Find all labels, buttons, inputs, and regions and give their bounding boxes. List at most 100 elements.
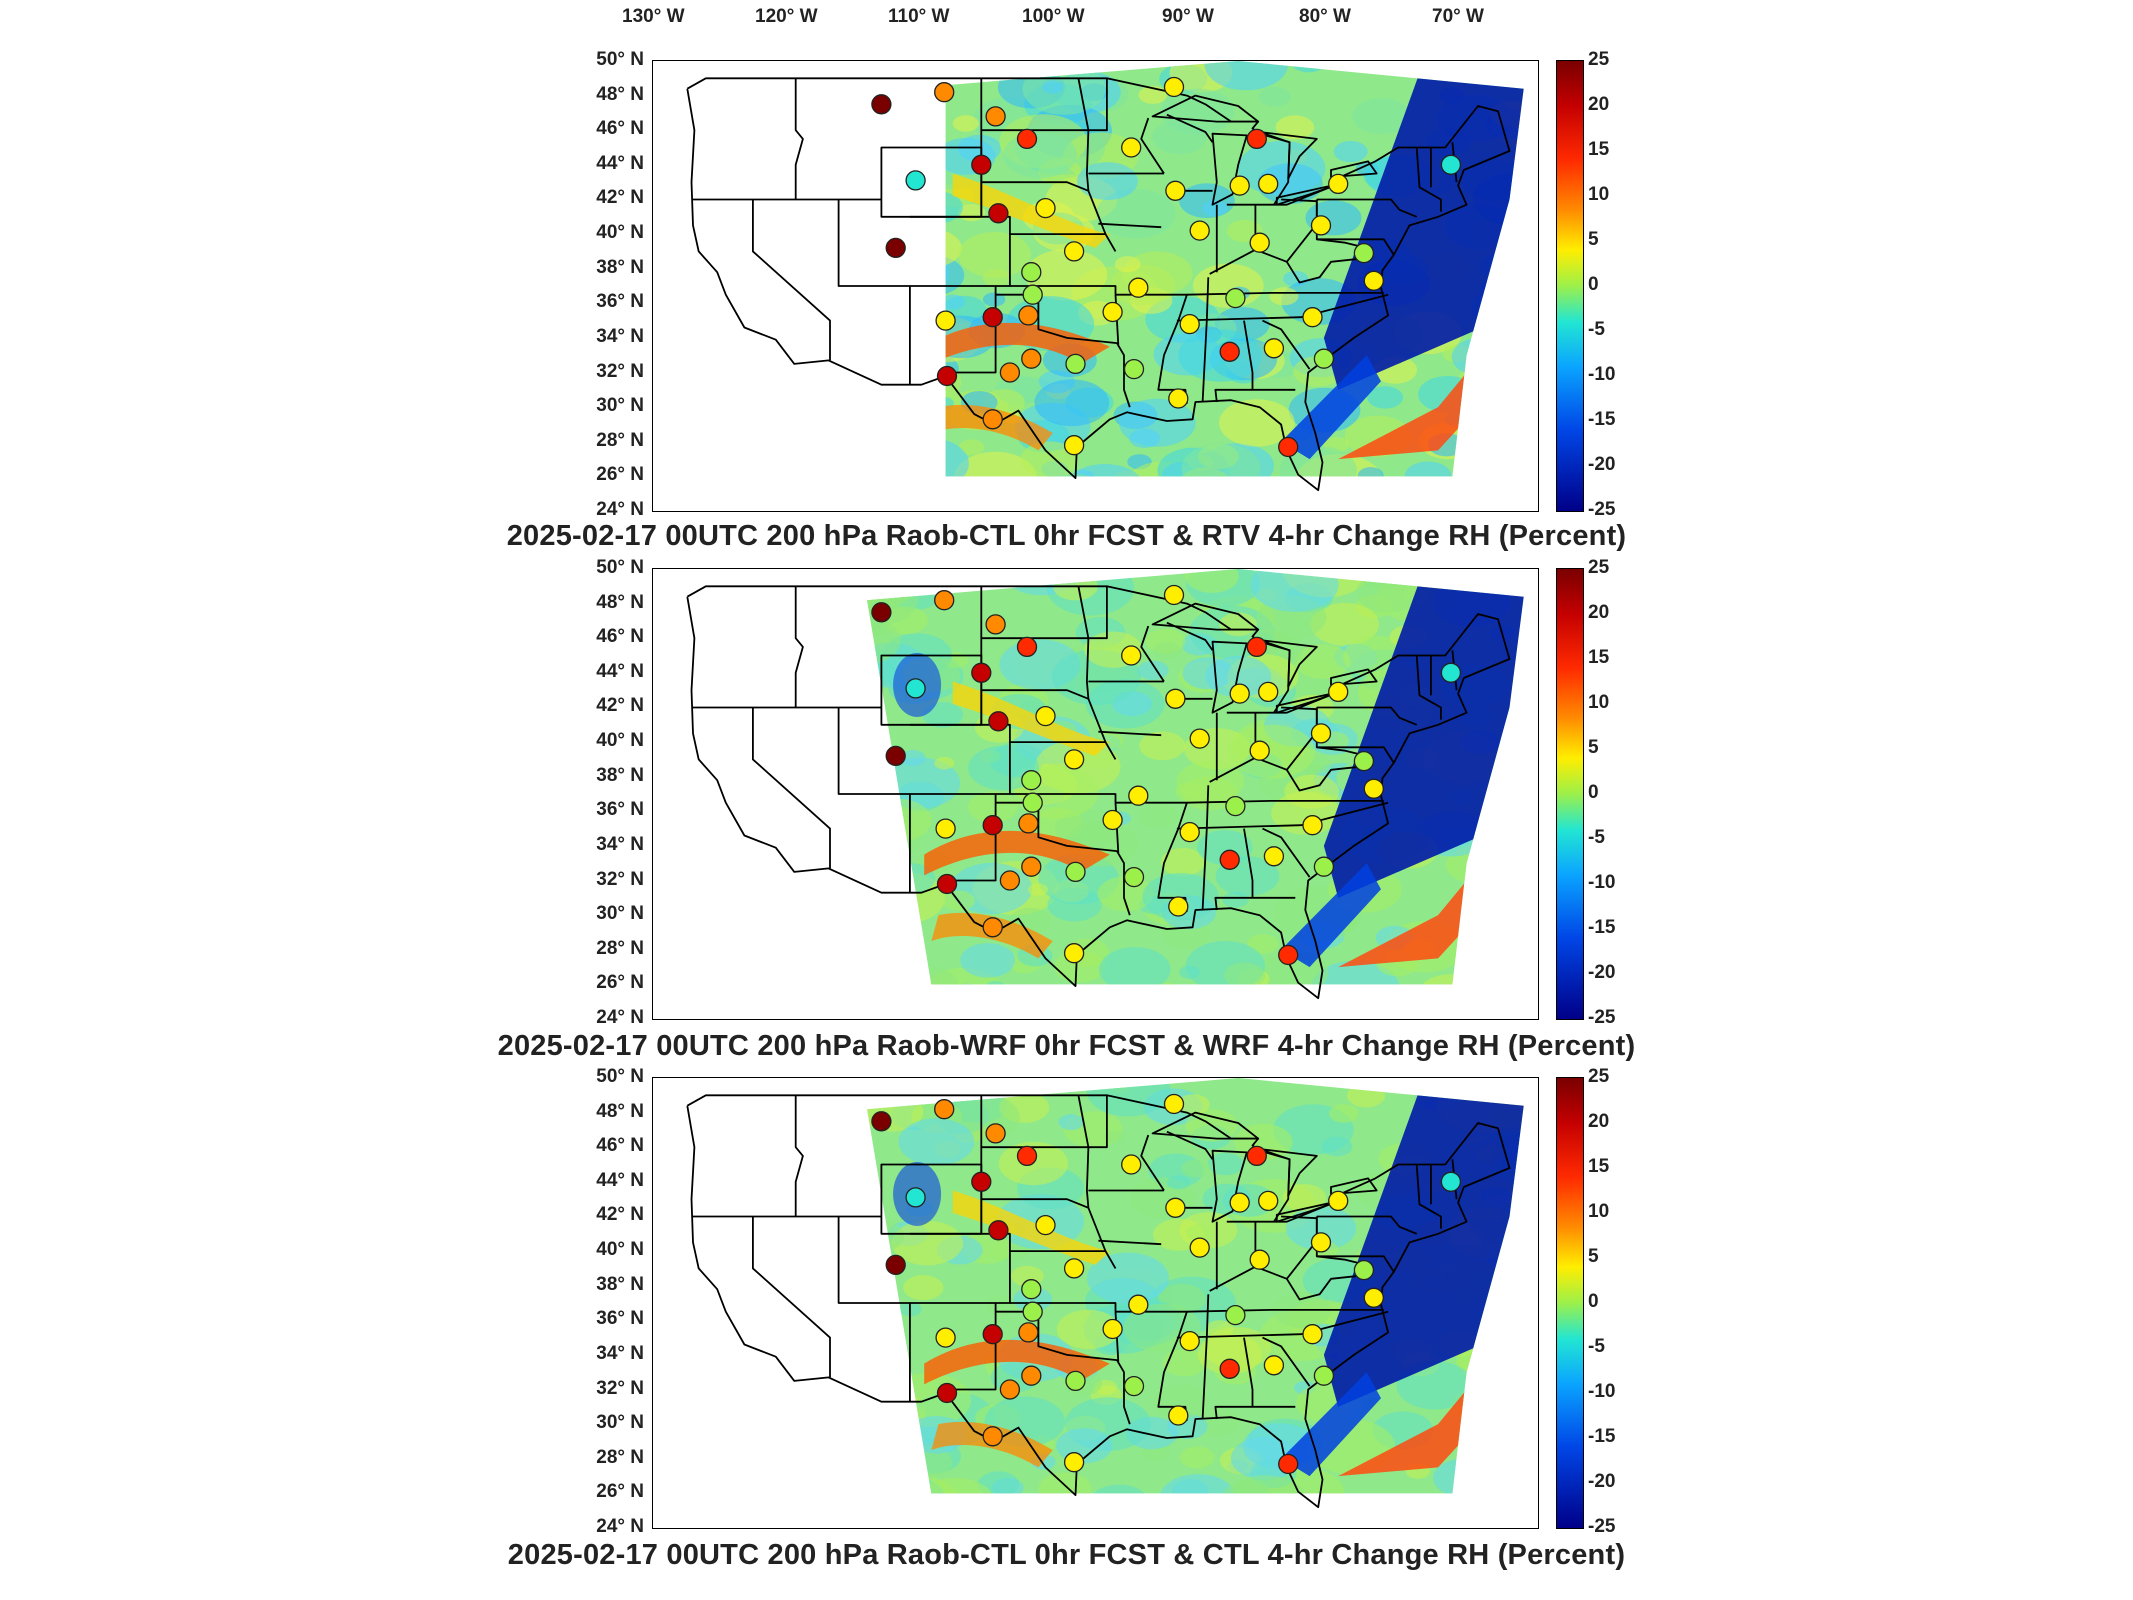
station-marker — [1302, 1324, 1323, 1345]
lat-label: 50° N — [596, 557, 644, 578]
station-marker — [1219, 849, 1240, 870]
lat-label: 40° N — [596, 730, 644, 752]
station-marker — [1278, 944, 1299, 966]
station-marker — [1121, 137, 1142, 158]
station-marker — [1179, 821, 1200, 843]
colorbar-tick: -10 — [1588, 1381, 1616, 1402]
lat-label: 26° N — [596, 1481, 644, 1503]
station-marker — [1189, 728, 1210, 749]
lat-label: 26° N — [596, 972, 644, 994]
station-marker — [1278, 436, 1299, 458]
lat-label: 32° N — [596, 868, 644, 890]
station-marker — [1313, 856, 1335, 877]
station-marker — [1179, 1330, 1200, 1352]
station-marker — [1123, 866, 1145, 888]
map-canvas — [686, 569, 1524, 1000]
station-marker — [1022, 1301, 1043, 1322]
station-marker — [1018, 305, 1039, 326]
colorbar-tick: -20 — [1588, 962, 1616, 983]
station-marker — [1313, 1365, 1335, 1386]
station-marker — [1121, 1154, 1142, 1175]
lat-label: 44° N — [596, 660, 644, 682]
map-wrf — [652, 568, 1539, 1020]
station-marker — [1128, 785, 1149, 806]
lat-label: 28° N — [596, 1446, 644, 1468]
station-marker — [1022, 792, 1043, 813]
station-marker — [1021, 1279, 1042, 1300]
station-marker — [885, 237, 906, 259]
station-marker — [985, 614, 1006, 635]
station-marker — [971, 1171, 992, 1192]
station-marker — [1035, 1214, 1056, 1236]
lon-label: 130° W — [622, 6, 685, 27]
station-marker — [971, 154, 992, 175]
lon-label: 110° W — [888, 6, 950, 27]
lat-label: 42° N — [596, 1204, 644, 1226]
colorbar-tick: 20 — [1588, 1111, 1610, 1132]
lat-label: 24° N — [596, 1007, 644, 1028]
station-marker — [1328, 173, 1349, 195]
lat-label: 30° N — [596, 1412, 644, 1434]
station-marker — [1063, 1452, 1085, 1473]
lat-label: 36° N — [596, 1308, 644, 1330]
station-marker — [1313, 348, 1335, 369]
map-rtv — [652, 60, 1539, 512]
colorbar-tick: 0 — [1588, 782, 1599, 803]
lon-label: 90° W — [1162, 6, 1214, 27]
colorbar — [1556, 1077, 1584, 1529]
lat-label: 28° N — [596, 429, 644, 451]
lat-label: 48° N — [596, 83, 644, 105]
station-marker — [1021, 770, 1042, 791]
station-marker — [1102, 809, 1123, 831]
station-marker — [985, 1123, 1006, 1144]
lon-label: 120° W — [755, 6, 818, 27]
station-marker — [982, 815, 1003, 836]
station-marker — [1249, 740, 1270, 761]
station-marker — [982, 1324, 1003, 1345]
lat-label: 50° N — [596, 49, 644, 70]
station-marker — [935, 818, 956, 839]
station-marker — [1165, 1197, 1186, 1218]
station-marker — [1016, 128, 1038, 150]
colorbar-tick: -25 — [1588, 499, 1616, 520]
station-marker — [1018, 1322, 1039, 1343]
lat-label: 46° N — [596, 1135, 644, 1157]
lat-label: 50° N — [596, 1066, 644, 1087]
lat-label: 24° N — [596, 499, 644, 520]
station-marker — [1021, 348, 1042, 369]
station-marker — [905, 170, 926, 191]
station-marker — [935, 310, 956, 331]
lat-label: 46° N — [596, 118, 644, 140]
station-marker — [985, 106, 1006, 127]
lat-label: 42° N — [596, 695, 644, 717]
lat-label: 30° N — [596, 395, 644, 417]
station-marker — [1035, 197, 1056, 219]
colorbar-tick: -25 — [1588, 1007, 1616, 1028]
station-marker — [1063, 943, 1085, 964]
station-marker — [988, 1220, 1009, 1241]
station-marker — [1229, 1192, 1250, 1213]
station-marker — [1258, 173, 1279, 195]
station-marker — [1310, 1232, 1332, 1253]
station-marker — [1258, 681, 1279, 703]
station-marker — [1258, 1190, 1279, 1212]
station-marker — [934, 590, 955, 611]
longitude-axis: 130° W 120° W 110° W 100° W 90° W 80° W … — [0, 6, 2133, 36]
panel-title: 2025-02-17 00UTC 200 hPa Raob-WRF 0hr FC… — [497, 1030, 1636, 1062]
colorbar-tick: 15 — [1588, 139, 1610, 160]
station-marker — [905, 678, 926, 699]
colorbar-tick: -10 — [1588, 364, 1616, 385]
station-marker — [1102, 301, 1123, 323]
station-marker — [1163, 76, 1185, 98]
station-marker — [1328, 681, 1349, 703]
lat-label: 24° N — [596, 1516, 644, 1537]
station-marker — [934, 82, 955, 103]
station-marker — [1363, 270, 1384, 291]
station-marker — [1310, 215, 1332, 236]
station-marker — [1263, 1355, 1285, 1376]
colorbar-tick: 0 — [1588, 274, 1599, 295]
lat-label: 38° N — [596, 256, 644, 278]
colorbar-tick: -15 — [1588, 1426, 1616, 1447]
colorbar-tick: -10 — [1588, 872, 1616, 893]
station-marker — [1016, 636, 1038, 658]
